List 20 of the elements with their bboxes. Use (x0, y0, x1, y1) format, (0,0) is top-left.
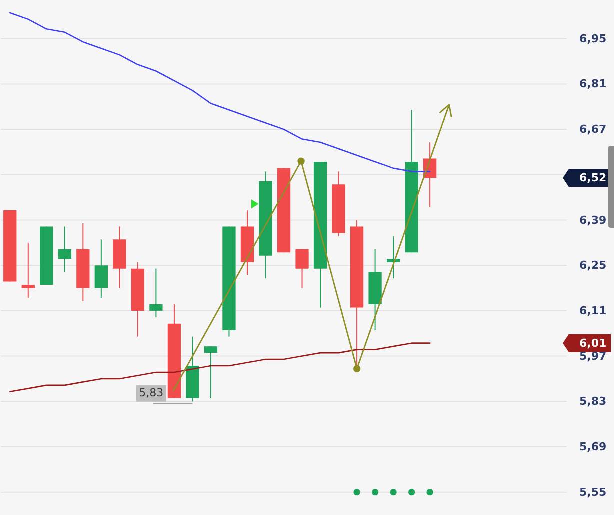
y-tick-label: 6,67 (580, 123, 607, 136)
y-tick-label: 5,55 (580, 486, 607, 499)
candlestick (58, 226, 72, 273)
y-tick-label: 6,95 (580, 32, 607, 46)
y-tick-label: 6,81 (580, 78, 607, 91)
candlestick (22, 242, 35, 298)
y-tick-label: 6,25 (580, 259, 607, 272)
y-tick-label: 6,11 (580, 304, 607, 318)
candlestick (386, 236, 400, 280)
candlestick (204, 346, 218, 399)
y-tick-label: 6,39 (580, 214, 607, 227)
y-tick-label: 5,83 (580, 395, 607, 408)
candlestick (94, 239, 108, 298)
y-tick-label: 5,69 (580, 440, 607, 454)
candlestick (150, 268, 163, 318)
y-tick-label: 6,01 (580, 336, 607, 350)
y-tick-label: 6,52 (580, 172, 607, 185)
annotation: 5,83 (139, 386, 164, 400)
candlestick (296, 248, 309, 289)
y-tick-label: 5,97 (580, 350, 607, 363)
